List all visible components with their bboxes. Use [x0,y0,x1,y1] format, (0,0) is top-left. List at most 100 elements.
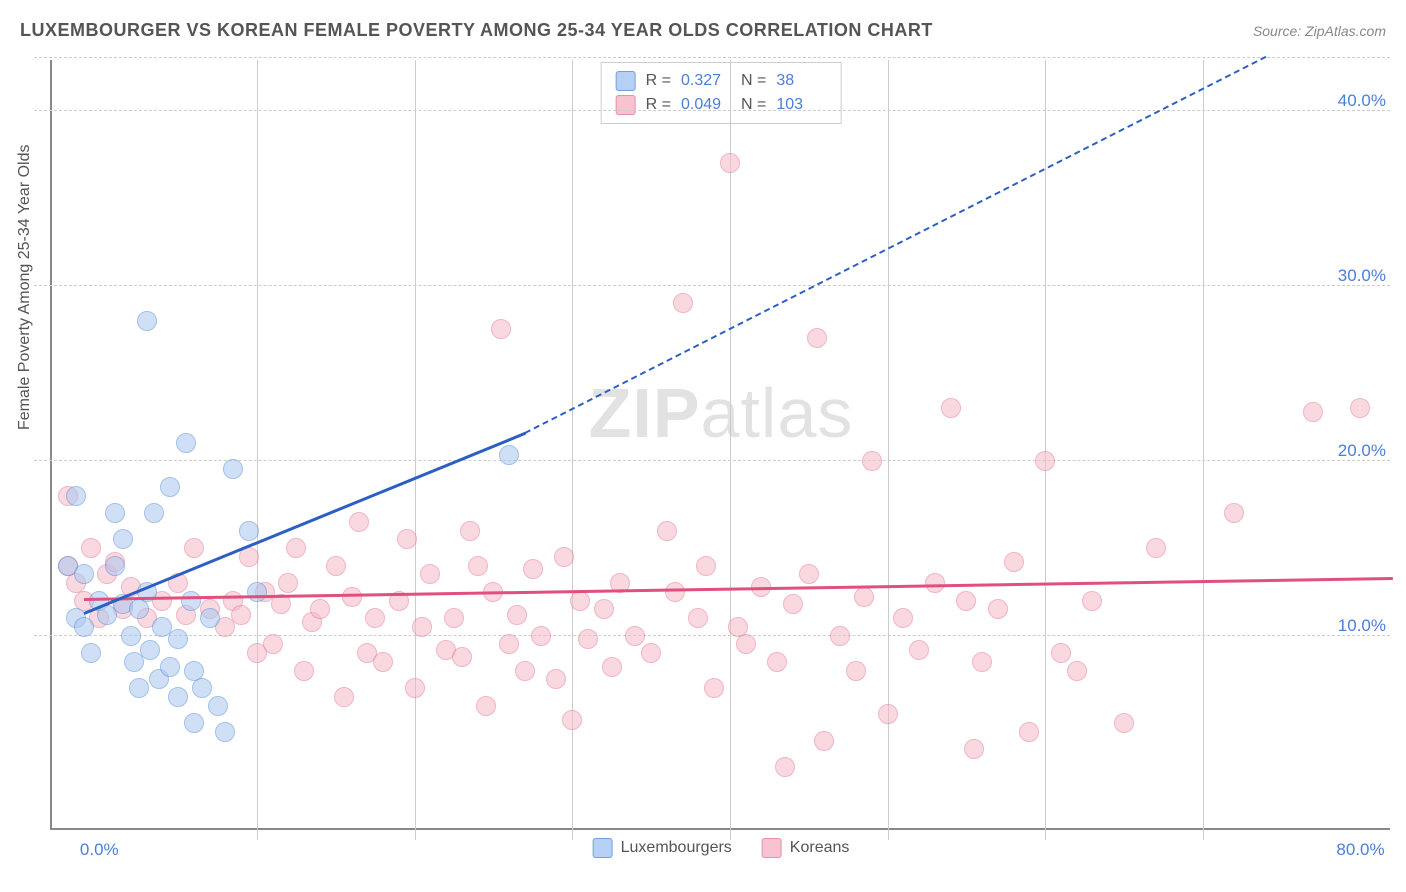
kor-point [1019,722,1039,742]
kor-point [673,293,693,313]
lux-point [129,678,149,698]
kor-point [657,521,677,541]
kor-point [736,634,756,654]
y-axis-label: Female Poverty Among 25-34 Year Olds [16,145,34,431]
kor-point [523,559,543,579]
lux-point [223,459,243,479]
kor-point [909,640,929,660]
x-tick-label: 80.0% [1336,840,1384,860]
kor-point [720,153,740,173]
lux-point [184,713,204,733]
gridline-h [34,110,1390,111]
kor-point [397,529,417,549]
kor-point [988,599,1008,619]
kor-point [310,599,330,619]
kor-point [452,647,472,667]
y-tick-label: 10.0% [1338,616,1392,636]
kor-point [1004,552,1024,572]
kor-point [641,643,661,663]
lux-point [144,503,164,523]
kor-point [704,678,724,698]
kor-point [365,608,385,628]
lux-point [74,564,94,584]
kor-point [1146,538,1166,558]
kor-point [546,669,566,689]
kor-point [515,661,535,681]
kor-point [1303,402,1323,422]
kor-point [854,587,874,607]
chart-title: LUXEMBOURGER VS KOREAN FEMALE POVERTY AM… [20,20,933,41]
stats-row-kor: R = 0.049 N = 103 [616,93,827,117]
kor-point [941,398,961,418]
lux-point [208,696,228,716]
kor-point [554,547,574,567]
stats-row-lux: R = 0.327 N = 38 [616,69,827,93]
lux-swatch [593,838,613,858]
lux-point [81,643,101,663]
x-tick-label: 0.0% [80,840,119,860]
kor-point [893,608,913,628]
lux-point [140,640,160,660]
kor-point [830,626,850,646]
lux-point [121,626,141,646]
kor-point [326,556,346,576]
kor-point [507,605,527,625]
chart-source: Source: ZipAtlas.com [1253,23,1386,39]
kor-point [783,594,803,614]
kor-point [444,608,464,628]
kor-point [846,661,866,681]
kor-point [807,328,827,348]
kor-point [625,626,645,646]
gridline-h [34,285,1390,286]
lux-point [105,556,125,576]
kor-point [1082,591,1102,611]
lux-point [113,529,133,549]
gridline-h [34,57,1390,58]
kor-point [468,556,488,576]
legend-item-lux: Luxembourgers [593,838,732,858]
lux-point [200,608,220,628]
kor-point [184,538,204,558]
kor-point [460,521,480,541]
kor-point [476,696,496,716]
lux-point [137,311,157,331]
y-tick-label: 40.0% [1338,91,1392,111]
kor-point [972,652,992,672]
kor-point [570,591,590,611]
kor-point [696,556,716,576]
kor-point [499,634,519,654]
kor-point [1067,661,1087,681]
kor-point [862,451,882,471]
kor-point [814,731,834,751]
kor-point [602,657,622,677]
kor-point [1051,643,1071,663]
lux-point [160,477,180,497]
lux-point [239,521,259,541]
watermark: ZIPatlas [589,373,854,453]
kor-point [1114,713,1134,733]
lux-point [105,503,125,523]
kor-point [349,512,369,532]
gridline-h [34,635,1390,636]
kor-n-value: 103 [776,93,826,117]
legend-item-kor: Koreans [762,838,850,858]
kor-point [294,661,314,681]
kor-point [578,629,598,649]
y-tick-label: 20.0% [1338,441,1392,461]
kor-point [562,710,582,730]
lux-point [168,687,188,707]
gridline-v [257,60,258,840]
kor-point [491,319,511,339]
gridline-v [730,60,731,840]
kor-point [799,564,819,584]
kor-point [278,573,298,593]
kor-point [767,652,787,672]
lux-swatch [616,71,636,91]
scatter-plot-area: ZIPatlas R = 0.327 N = 38 R = 0.049 N = … [50,60,1390,830]
kor-point [420,564,440,584]
kor-point [688,608,708,628]
kor-point [665,582,685,602]
series-legend: Luxembourgers Koreans [593,838,850,858]
kor-point [925,573,945,593]
lux-point [168,629,188,649]
